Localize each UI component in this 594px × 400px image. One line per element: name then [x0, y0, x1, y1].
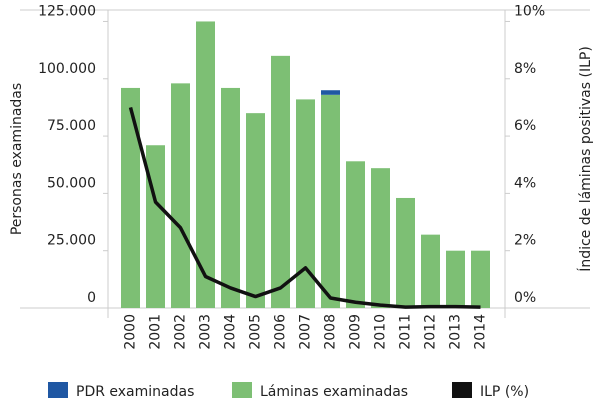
legend-swatch [232, 382, 252, 398]
x-tick-label: 2005 [248, 314, 264, 350]
x-tick-label: 2008 [323, 314, 339, 350]
x-tick-label: 2003 [198, 314, 214, 350]
x-tick-label: 2014 [473, 314, 489, 350]
legend-label: ILP (%) [480, 384, 529, 400]
bar [246, 113, 265, 309]
y-tick-label: 100.000 [38, 61, 96, 77]
bar [221, 87, 240, 308]
y2-tick-label: 2% [514, 233, 536, 249]
x-tick-label: 2004 [223, 314, 239, 350]
legend-label: PDR examinadas [76, 384, 194, 400]
x-tick-label: 2007 [298, 314, 314, 350]
y2-tick-label: 6% [514, 118, 536, 134]
x-tick-label: 2011 [398, 314, 414, 350]
x-tick-label: 2006 [273, 314, 289, 350]
bar [196, 21, 215, 308]
y2-axis-title: Índice de láminas positivas (ILP) [577, 46, 594, 272]
bar [321, 90, 340, 95]
y-tick-label: 0 [87, 290, 96, 306]
bar [321, 94, 340, 308]
bar [146, 145, 165, 308]
bar [296, 99, 315, 309]
bar [271, 55, 290, 308]
bar [346, 161, 365, 308]
bar [171, 83, 190, 308]
y2-tick-label: 0% [514, 290, 536, 306]
y-tick-label: 50.000 [47, 175, 96, 191]
legend-label: Láminas examinadas [260, 384, 408, 400]
x-tick-label: 2010 [373, 314, 389, 350]
bar [446, 250, 465, 308]
legend-swatch [452, 382, 472, 398]
x-tick-label: 2009 [348, 314, 364, 350]
bar [121, 87, 140, 308]
x-tick-label: 2012 [423, 314, 439, 350]
y2-tick-label: 8% [514, 61, 536, 77]
y2-tick-label: 10% [514, 3, 545, 19]
bar [371, 168, 390, 308]
bar [471, 250, 490, 308]
x-tick-label: 2013 [448, 314, 464, 350]
y-tick-label: 25.000 [47, 233, 96, 249]
x-tick-label: 2001 [148, 314, 164, 350]
legend-swatch [48, 382, 68, 398]
x-tick-label: 2000 [123, 314, 139, 350]
line [128, 106, 481, 309]
y2-tick-label: 4% [514, 175, 536, 191]
bar [396, 197, 415, 308]
y-axis-title: Personas examinadas [9, 83, 25, 235]
y-tick-label: 75.000 [47, 118, 96, 134]
bar [421, 234, 440, 308]
y-tick-label: 125.000 [38, 3, 96, 19]
x-tick-label: 2002 [173, 314, 189, 350]
